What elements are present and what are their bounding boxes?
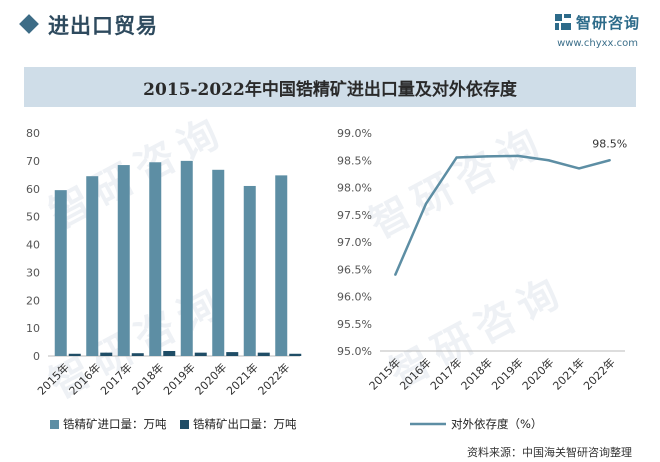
bar-import bbox=[54, 190, 67, 356]
x-tick-label: 2018年 bbox=[129, 360, 166, 397]
brand-logo-icon bbox=[554, 14, 571, 30]
x-tick-label: 2021年 bbox=[223, 360, 260, 397]
brand-name: 智研咨询 bbox=[575, 13, 640, 32]
x-tick-label: 2022年 bbox=[580, 355, 617, 392]
line-point bbox=[485, 155, 489, 158]
legend-label-import: 锆精矿进口量：万吨 bbox=[63, 417, 167, 431]
line-series bbox=[394, 154, 611, 276]
x-tick-label: 2022年 bbox=[255, 360, 292, 397]
line-point bbox=[577, 167, 581, 170]
brand-url: www.chyxx.com bbox=[557, 38, 638, 49]
legend-swatch-export bbox=[180, 420, 189, 429]
page-title: 进出口贸易 bbox=[48, 14, 158, 38]
x-tick-label: 2017年 bbox=[97, 360, 134, 397]
y-tick-label: 98.0% bbox=[337, 182, 372, 195]
bar-import bbox=[275, 175, 288, 356]
y-tick-label: 10 bbox=[26, 322, 40, 335]
bar-export bbox=[289, 353, 302, 356]
y-tick-label: 96.0% bbox=[337, 291, 372, 304]
x-tick-label: 2019年 bbox=[488, 355, 525, 392]
y-tick-label: 96.5% bbox=[337, 263, 372, 276]
legend-label-export: 锆精矿出口量：万吨 bbox=[193, 417, 297, 431]
bar-import bbox=[180, 160, 193, 356]
line-point bbox=[394, 273, 397, 276]
x-tick-label: 2020年 bbox=[192, 360, 229, 397]
bar-import bbox=[86, 176, 99, 356]
bar-export bbox=[226, 352, 239, 356]
x-tick-label: 2016年 bbox=[397, 355, 434, 392]
bar-export bbox=[131, 353, 144, 356]
y-tick-label: 95.0% bbox=[337, 345, 372, 358]
bar-import bbox=[149, 162, 162, 356]
bar-export bbox=[194, 352, 207, 356]
y-tick-label: 97.0% bbox=[337, 236, 372, 249]
brand: 智研咨询 bbox=[554, 11, 640, 33]
x-tick-label: 2017年 bbox=[427, 355, 464, 392]
x-tick-label: 2021年 bbox=[550, 355, 587, 392]
y-tick-label: 80 bbox=[26, 127, 40, 140]
chart-title-band: 2015-2022年中国锆精矿进出口量及对外依存度 bbox=[24, 67, 636, 107]
header: 进出口贸易 智研咨询 www.chyxx.com bbox=[0, 0, 660, 52]
line-point bbox=[547, 159, 550, 162]
bar-export bbox=[163, 350, 176, 356]
y-tick-label: 99.0% bbox=[337, 127, 372, 140]
bar-import bbox=[212, 169, 225, 356]
x-tick-label: 2020年 bbox=[519, 355, 556, 392]
line-point bbox=[424, 202, 428, 206]
bar-export bbox=[100, 352, 113, 356]
y-tick-label: 20 bbox=[26, 294, 40, 307]
y-tick-label: 97.5% bbox=[337, 209, 372, 222]
y-tick-label: 30 bbox=[26, 266, 40, 279]
y-tick-label: 40 bbox=[26, 239, 40, 252]
x-tick-label: 2019年 bbox=[160, 360, 197, 397]
line-point bbox=[608, 159, 611, 162]
legend-swatch-import bbox=[50, 420, 59, 429]
bar-export bbox=[68, 353, 81, 356]
line-point bbox=[516, 154, 520, 158]
legend-label-dependence: 对外依存度（%） bbox=[451, 417, 542, 431]
chart-title: 2015-2022年中国锆精矿进出口量及对外依存度 bbox=[143, 79, 517, 100]
y-tick-label: 60 bbox=[26, 183, 40, 196]
x-tick-label: 2015年 bbox=[366, 355, 403, 392]
data-label: 98.5% bbox=[592, 137, 627, 150]
line-point bbox=[455, 156, 458, 159]
bar-import bbox=[117, 165, 130, 356]
bar-import bbox=[243, 185, 256, 356]
x-tick-label: 2016年 bbox=[66, 360, 103, 397]
x-tick-label: 2018年 bbox=[458, 355, 495, 392]
y-tick-label: 0 bbox=[33, 350, 40, 363]
y-tick-label: 70 bbox=[26, 155, 40, 168]
y-tick-label: 95.5% bbox=[337, 318, 372, 331]
bar-export bbox=[257, 352, 270, 356]
y-tick-label: 50 bbox=[26, 211, 40, 224]
y-tick-label: 98.5% bbox=[337, 154, 372, 167]
x-tick-label: 2015年 bbox=[34, 360, 71, 397]
source-note: 资料来源：中国海关智研咨询整理 bbox=[467, 446, 632, 459]
